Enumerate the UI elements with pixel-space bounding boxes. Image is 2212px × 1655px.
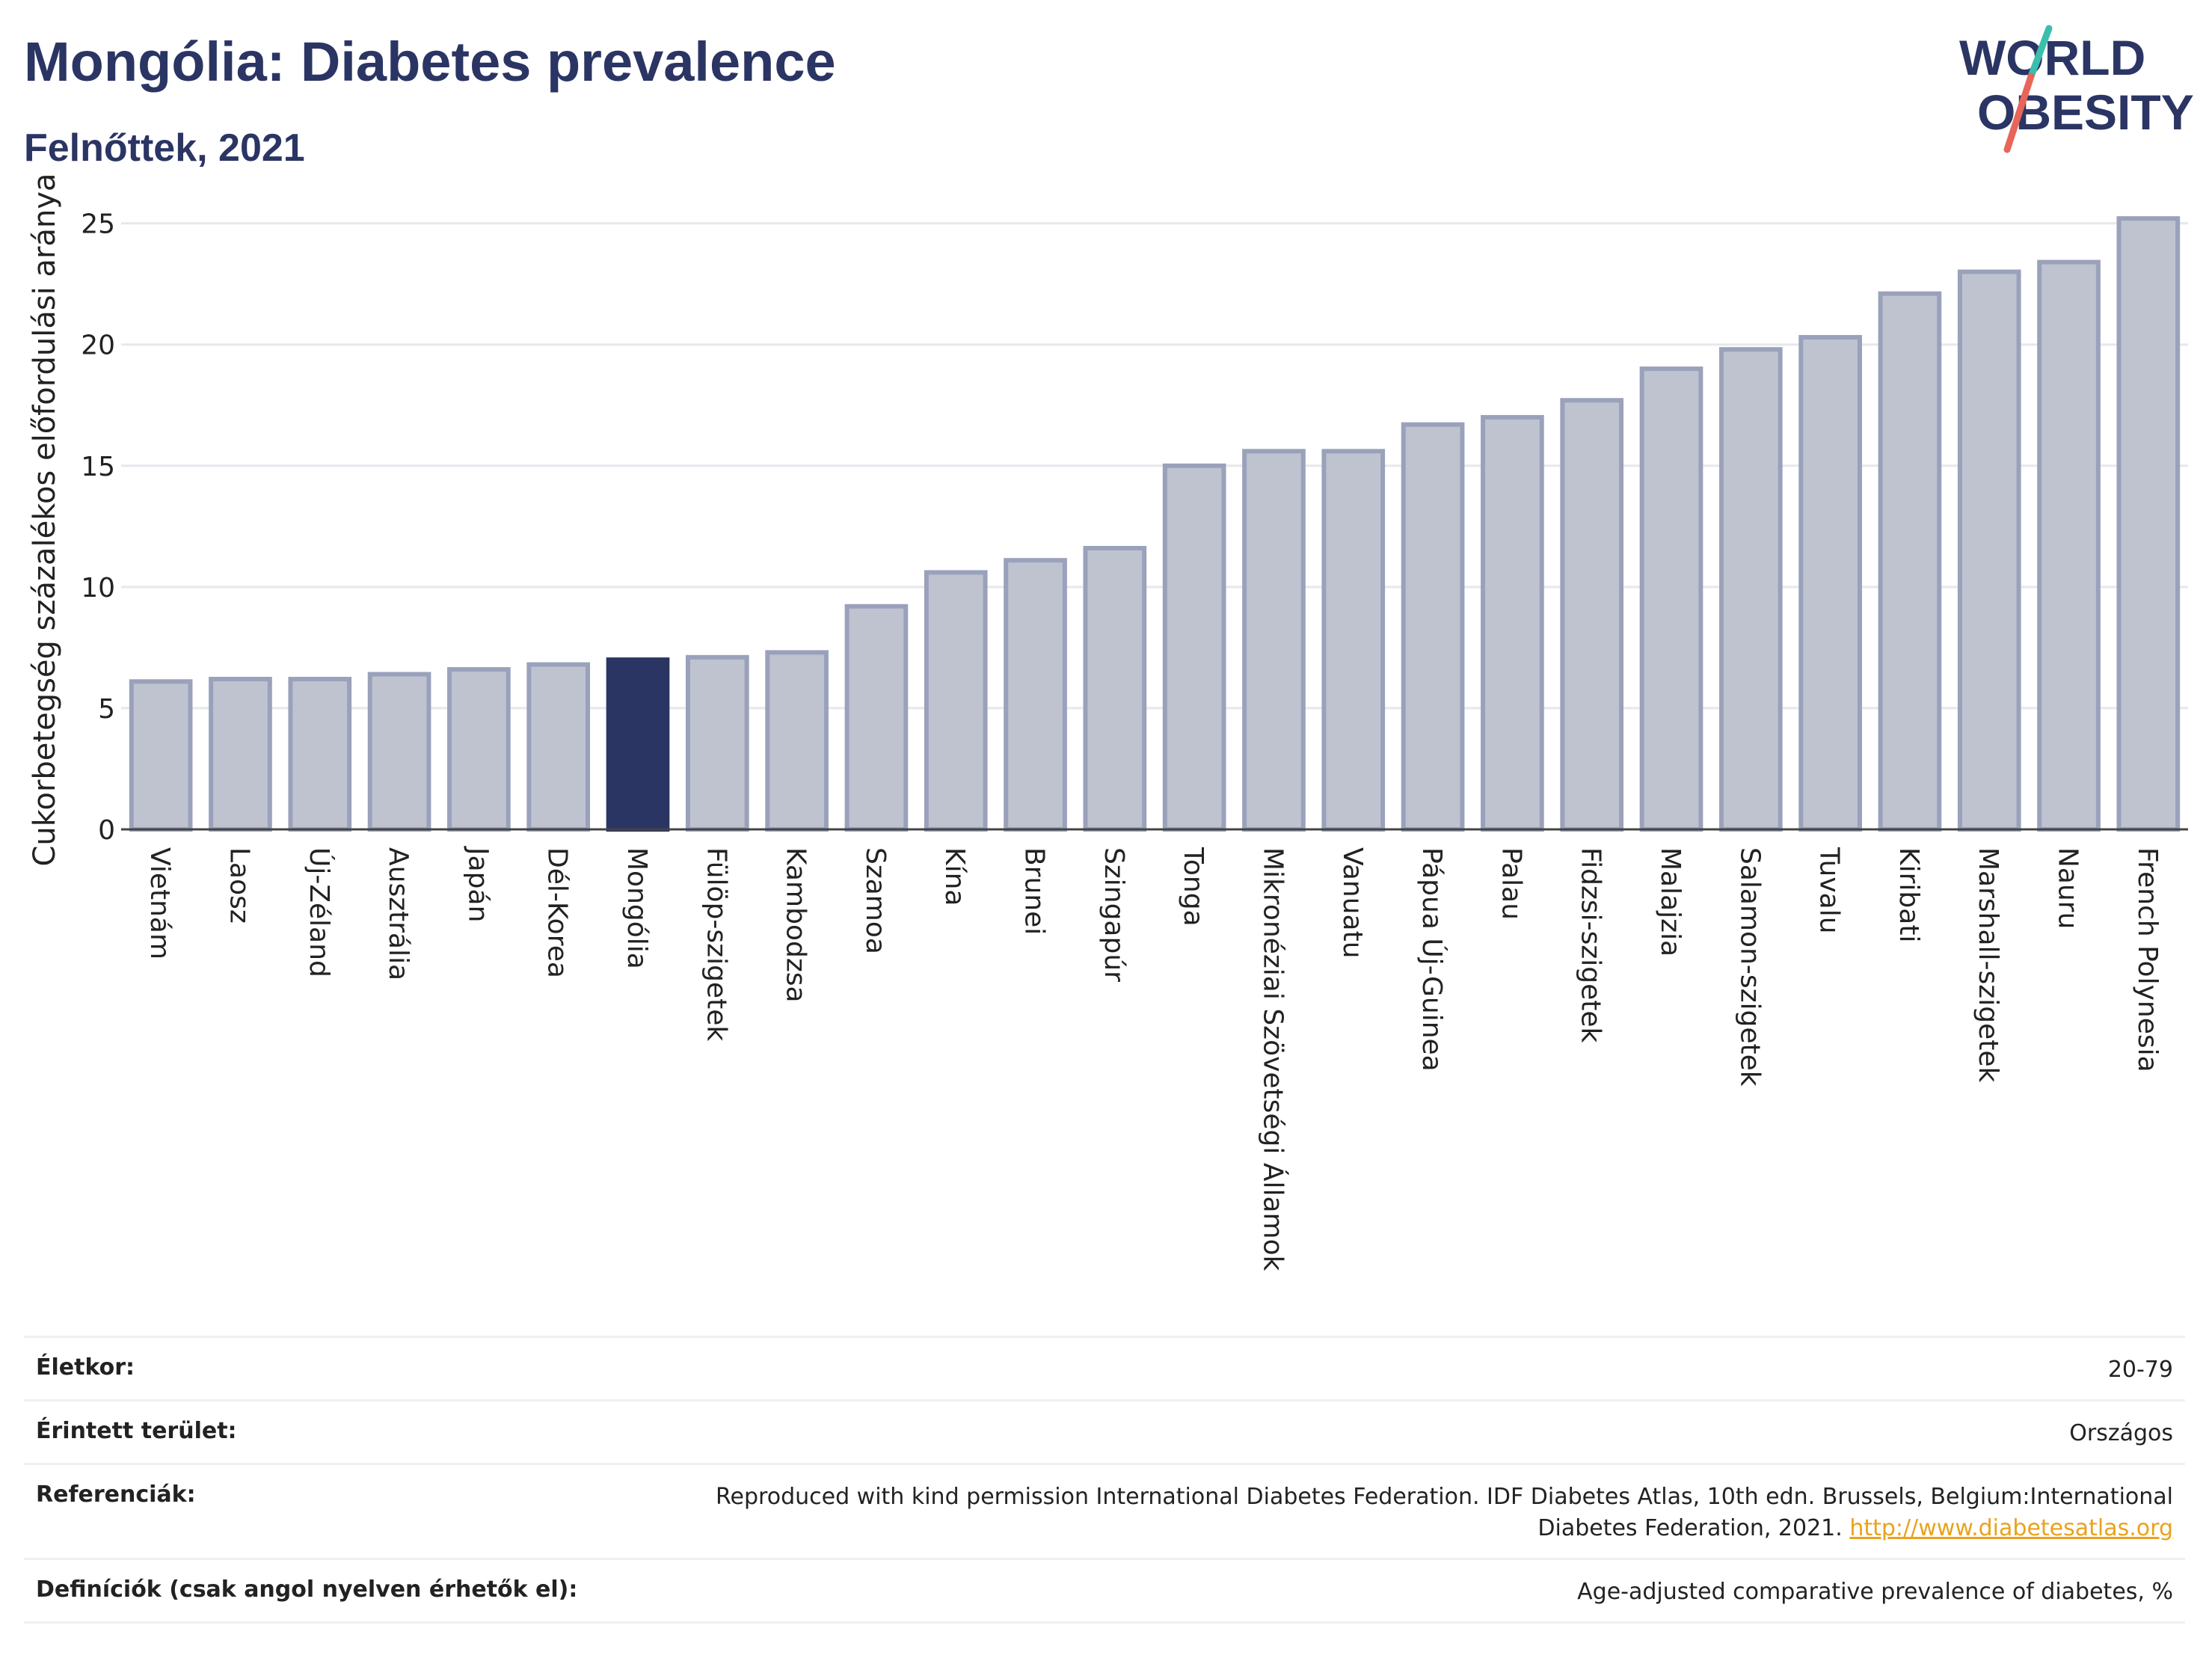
bar-brunei [1004, 558, 1067, 832]
metadata-table: Életkor: 20-79 Érintett terület: Országo… [24, 1336, 2185, 1624]
bar-mongólia [606, 657, 670, 832]
bar-dél-korea [526, 662, 591, 832]
y-tick-label: 0 [98, 815, 115, 846]
bar-vanuatu [1321, 449, 1386, 832]
x-tick-label: Vietnám [144, 847, 175, 959]
bar-vietnám [129, 679, 193, 832]
meta-row-age: Életkor: 20-79 [24, 1336, 2185, 1399]
bar-tuvalu [1798, 334, 1862, 832]
bar-szamoa [844, 604, 909, 832]
x-tick-label: Kiribati [1893, 847, 1924, 942]
bar-pápua-új-guinea [1401, 422, 1465, 832]
bar-fülöp-szigetek [685, 654, 749, 832]
bar-fidzsi-szigetek [1560, 398, 1624, 832]
x-tick-label: Mikronéziai Szövetségi Államok [1257, 847, 1288, 1271]
bar-mikronéziai-szövetségi-államok [1242, 449, 1306, 832]
y-tick-label: 20 [81, 331, 115, 361]
x-tick-label: Salamon-szigetek [1734, 847, 1765, 1087]
x-tick-label: Kambodzsa [781, 847, 811, 1003]
y-tick-label: 25 [81, 209, 115, 240]
x-tick-label: Új-Zéland [304, 847, 335, 977]
meta-refs-value: Reproduced with kind permission Internat… [640, 1481, 2173, 1544]
x-tick-label: Dél-Korea [542, 847, 573, 978]
bar-tonga [1162, 463, 1226, 832]
bar-salamon-szigetek [1718, 347, 1783, 832]
bar-kína [924, 570, 988, 832]
bar-kiribati [1878, 291, 1942, 832]
x-tick-label: Laosz [224, 847, 254, 924]
y-tick-label: 5 [98, 694, 115, 725]
x-tick-label: Japán [462, 846, 493, 922]
bar-új-zéland [288, 677, 352, 832]
bar-marshall-szigetek [1957, 269, 2021, 832]
chart-subtitle: Felnőttek, 2021 [24, 126, 305, 170]
x-tick-label: Tonga [1178, 847, 1208, 927]
x-tick-label: Brunei [1019, 847, 1050, 935]
meta-area-value: Országos [2069, 1420, 2173, 1446]
bar-french-polynesia [2116, 216, 2181, 832]
meta-refs-text: Reproduced with kind permission Internat… [716, 1484, 2173, 1541]
bar-kambodzsa [765, 650, 829, 832]
chart-title: Mongólia: Diabetes prevalence [24, 31, 836, 93]
x-tick-label: Ausztrália [383, 847, 414, 980]
meta-age-value: 20-79 [2107, 1357, 2173, 1383]
bar-ausztrália [367, 672, 431, 832]
x-tick-label: Mongólia [621, 847, 652, 969]
x-tick-label: Fidzsi-szigetek [1576, 847, 1606, 1043]
logo-line1: WORLD [1959, 30, 2145, 85]
meta-age-label: Életkor: [36, 1354, 135, 1381]
meta-row-refs: Referenciák: Reproduced with kind permis… [24, 1463, 2185, 1558]
x-tick-label: Palau [1496, 847, 1526, 920]
bar-chart: 0 5 10 15 20 25 Vietnám Laosz Új-Zéland Ausztrál… [81, 209, 2188, 1271]
x-tick-label: Szamoa [860, 847, 891, 954]
bar-laosz [209, 677, 272, 832]
x-tick-label: Marshall-szigetek [1973, 847, 2003, 1082]
x-tick-label: Fülöp-szigetek [701, 847, 731, 1041]
meta-refs-label: Referenciák: [36, 1481, 196, 1508]
meta-row-area: Érintett terület: Országos [24, 1399, 2185, 1463]
bar-japán [447, 667, 511, 832]
meta-defs-value: Age-adjusted comparative prevalence of d… [1577, 1579, 2173, 1605]
x-tick-label: Pápua Új-Guinea [1416, 847, 1448, 1072]
bar-palau [1481, 414, 1544, 832]
x-tick-label: Tuvalu [1814, 847, 1845, 934]
meta-defs-label: Definíciók (csak angol nyelven érhetők e… [36, 1576, 578, 1603]
x-tick-label: Vanuatu [1337, 847, 1368, 959]
x-tick-label: French Polynesia [2132, 847, 2163, 1072]
diabetes-atlas-link[interactable]: http://www.diabetesatlas.org [1849, 1515, 2173, 1541]
world-obesity-logo: WORLD OBESITY [1959, 25, 2194, 153]
x-tick-label: Szingapúr [1099, 847, 1129, 982]
y-tick-label: 15 [81, 452, 115, 482]
bar-malajzia [1639, 366, 1703, 832]
meta-area-label: Érintett terület: [36, 1418, 237, 1444]
x-tick-label: Malajzia [1655, 847, 1686, 957]
y-tick-label: 10 [81, 573, 115, 604]
bar-szingapúr [1083, 545, 1147, 832]
bar-nauru [2037, 260, 2101, 832]
x-tick-label: Kína [939, 847, 970, 906]
meta-row-defs: Definíciók (csak angol nyelven érhetők e… [24, 1558, 2185, 1624]
x-tick-label: Nauru [2053, 847, 2083, 929]
